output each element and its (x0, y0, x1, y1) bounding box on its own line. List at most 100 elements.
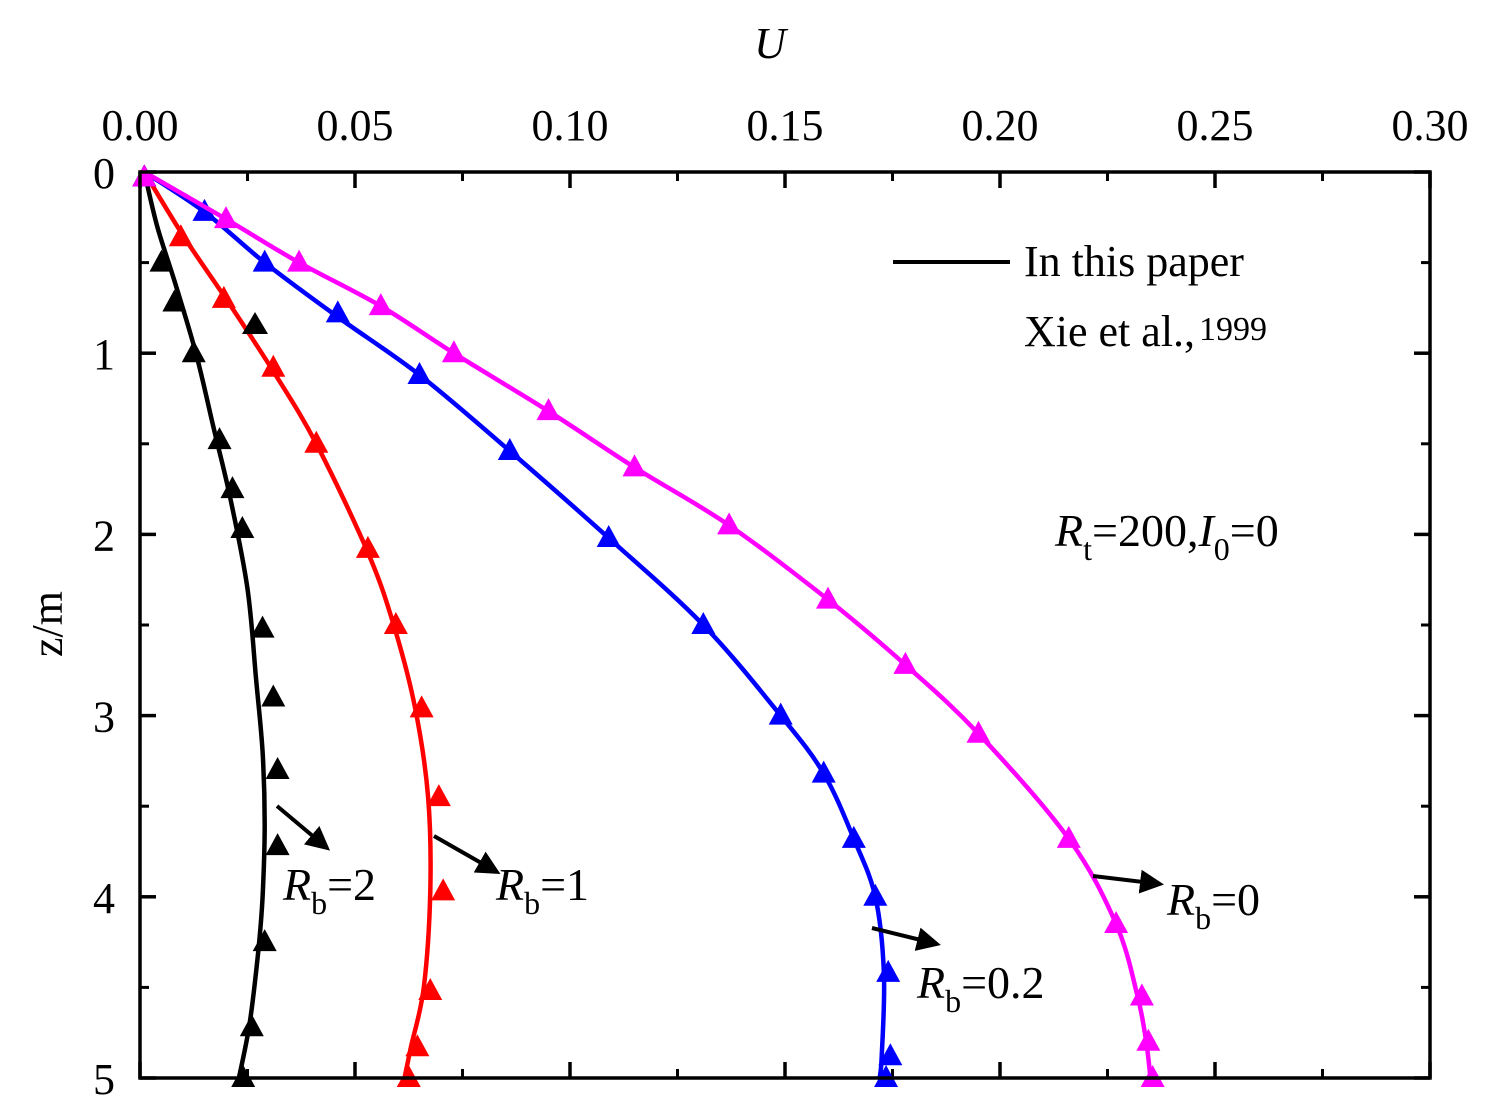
series-marker (691, 612, 716, 634)
series-marker (192, 198, 217, 221)
param-i: I (1197, 505, 1216, 556)
annotation-sub: b (945, 983, 961, 1019)
series-marker (162, 289, 187, 312)
series-marker (383, 612, 408, 634)
param-end: =0 (1230, 505, 1279, 556)
series-marker (1056, 825, 1081, 848)
series-marker (768, 702, 793, 725)
series-line (143, 170, 887, 1079)
annotation-value: =1 (540, 859, 589, 910)
annotation-value: =0 (1211, 874, 1260, 925)
annotation-r: R (1166, 874, 1195, 925)
legend-line-label: In this paper (1024, 237, 1244, 286)
series-1 (132, 164, 456, 1087)
ticks-layer: 0.00 0.05 0.10 0.15 0.20 0.25 0.30 0 1 2 3 4 5 (93, 101, 1469, 1101)
param-r: R (1054, 505, 1083, 556)
annotation-value: =2 (327, 859, 376, 910)
series-marker (717, 512, 742, 535)
series-2 (132, 164, 903, 1087)
y-tick-label: 5 (93, 1055, 115, 1101)
series-marker (407, 361, 432, 384)
annotation-sub: b (311, 885, 327, 921)
x-tick-label: 0.10 (532, 101, 609, 150)
annotation-r: R (282, 859, 311, 910)
series-marker (1140, 1065, 1165, 1087)
legend-marker-year: 1999 (1199, 311, 1267, 348)
series-marker (149, 249, 174, 272)
series-marker (252, 929, 277, 952)
x-tick-label: 0.15 (747, 101, 824, 150)
annotation-r: R (495, 859, 524, 910)
series-0 (132, 164, 290, 1087)
series-marker (396, 1065, 421, 1087)
x-tick-label: 0.00 (102, 101, 179, 150)
param-i-sub: 0 (1214, 531, 1230, 567)
series-marker (239, 1014, 264, 1037)
y-tick-label: 3 (93, 693, 115, 742)
legend-marker-main: Xie et al., (1024, 307, 1195, 356)
series-line (143, 170, 1153, 1079)
series-marker (841, 825, 866, 848)
series-marker (431, 878, 456, 901)
annotation-arrow (433, 834, 501, 874)
series-layer (132, 164, 1165, 1087)
series-marker (252, 249, 277, 272)
legend: In this paper Xie et al., 1999 (242, 237, 1267, 356)
series-marker (368, 293, 393, 316)
series-marker (304, 430, 329, 453)
param-mid: =200, (1092, 505, 1198, 556)
series-marker (497, 438, 522, 461)
annotation-arrow (1092, 869, 1164, 894)
series-marker (409, 695, 434, 718)
series-marker (214, 206, 238, 229)
series-marker (441, 340, 466, 363)
series-marker (261, 684, 286, 707)
series-marker (231, 1065, 256, 1087)
series-marker (874, 1065, 899, 1087)
y-axis-title: z/m (23, 591, 72, 657)
series-marker (211, 285, 236, 308)
series-marker (426, 784, 451, 807)
series-marker (250, 615, 275, 638)
series-marker (287, 249, 312, 272)
series-line (142, 171, 267, 1079)
parameter-label: Rt=200,I0=0 (1054, 505, 1279, 567)
series-marker (536, 398, 561, 421)
series-marker (325, 300, 350, 323)
y-tick-label: 2 (93, 511, 115, 560)
x-tick-label: 0.05 (317, 101, 394, 150)
series-marker (1104, 910, 1129, 933)
annotation-label: Rb=0 (1166, 874, 1260, 936)
x-tick-label: 0.30 (1392, 101, 1469, 150)
series-marker (220, 476, 245, 499)
y-tick-label: 4 (93, 874, 115, 923)
series-marker (355, 535, 380, 558)
param-t: t (1083, 531, 1092, 567)
series-marker (893, 651, 918, 674)
series-marker (181, 340, 206, 363)
annotation-r: R (916, 957, 945, 1008)
annotation-value: =0.2 (961, 957, 1044, 1008)
series-marker (596, 525, 621, 548)
annotation-label: Rb=2 (282, 859, 376, 921)
series-marker (878, 1043, 903, 1066)
series-marker (207, 427, 232, 450)
series-marker (405, 1034, 430, 1057)
series-marker (168, 224, 193, 247)
series-marker (876, 959, 901, 982)
series-marker (863, 883, 888, 906)
series-marker (230, 515, 255, 538)
series-marker (1136, 1028, 1161, 1051)
series-marker (622, 454, 647, 477)
x-axis-title: U (754, 19, 789, 68)
series-3 (132, 164, 1165, 1087)
series-marker (261, 354, 286, 377)
annotation-arrow (871, 926, 941, 951)
series-marker (418, 978, 443, 1001)
series-marker (966, 720, 991, 743)
series-marker (816, 586, 840, 609)
legend-marker-swatch (242, 312, 268, 334)
y-tick-label: 0 (93, 149, 115, 198)
series-marker (265, 833, 290, 856)
